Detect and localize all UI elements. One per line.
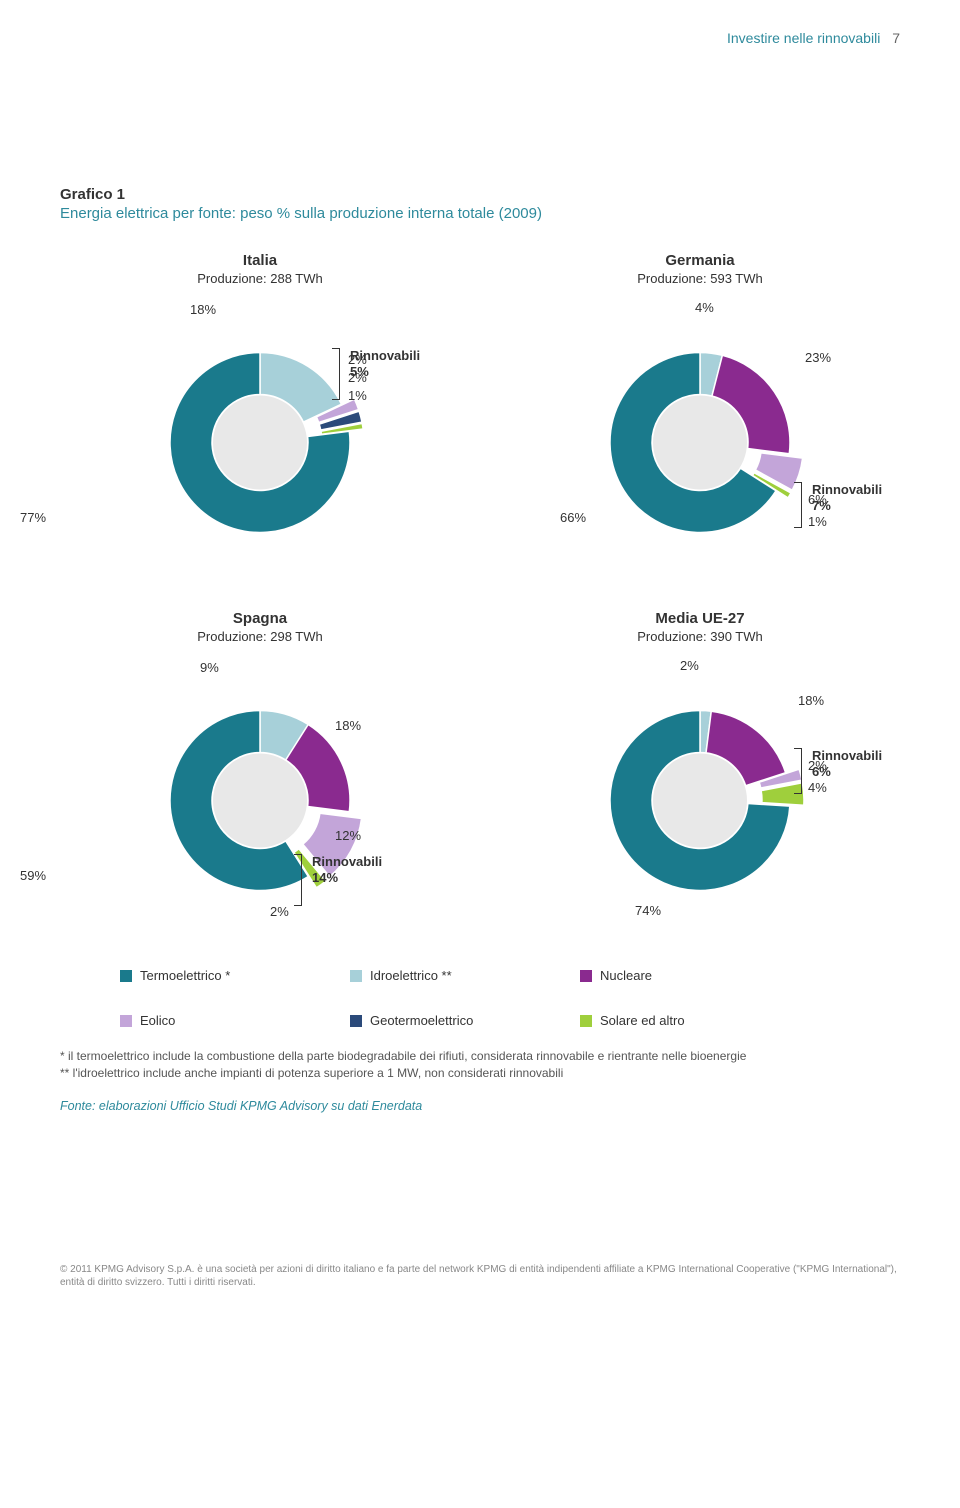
rinnovabili-label: Rinnovabili7% — [812, 482, 882, 513]
rinnovabili-title: Rinnovabili — [312, 854, 382, 870]
legend-label: Solare ed altro — [600, 1013, 685, 1028]
rinnovabili-value: 7% — [812, 498, 882, 514]
legend-label: Eolico — [140, 1013, 175, 1028]
slice-label: 66% — [560, 510, 586, 525]
legend-label: Termoelettrico * — [140, 968, 230, 983]
donut-chart — [592, 335, 808, 551]
graph-subtitle: Energia elettrica per fonte: peso % sull… — [60, 205, 900, 222]
legend-item: Eolico — [120, 1013, 290, 1028]
rinnovabili-value: 5% — [350, 364, 420, 380]
chart-title: Media UE-27 — [500, 610, 900, 627]
header-title: Investire nelle rinnovabili — [727, 30, 880, 46]
running-header: Investire nelle rinnovabili 7 — [60, 30, 900, 46]
rinnovabili-value: 6% — [812, 764, 882, 780]
donut-wrap — [592, 335, 808, 554]
donut-chart — [592, 693, 808, 909]
rinnovabili-title: Rinnovabili — [812, 748, 882, 764]
legend-item: Nucleare — [580, 968, 750, 983]
slice-label: 1% — [348, 388, 367, 403]
donut-hole — [213, 754, 307, 848]
legend-label: Geotermoelettrico — [370, 1013, 473, 1028]
legend-label: Idroelettrico ** — [370, 968, 452, 983]
chart-subtitle: Produzione: 390 TWh — [500, 629, 900, 644]
donut-hole — [213, 396, 307, 490]
legend-item: Idroelettrico ** — [350, 968, 520, 983]
bracket-icon — [794, 748, 802, 794]
bracket-icon — [794, 482, 802, 528]
rinnovabili-label: Rinnovabili14% — [312, 854, 382, 885]
chart-ue27: Media UE-27 Produzione: 390 TWh 74% 2% 18%… — [500, 610, 900, 928]
legend: Termoelettrico * Idroelettrico ** Nucleare… — [120, 968, 900, 1028]
slice-label: 4% — [695, 300, 714, 315]
legend-item: Geotermoelettrico — [350, 1013, 520, 1028]
chart-germania: Germania Produzione: 593 TWh 66%4%23%6%1… — [500, 252, 900, 570]
legend-item: Solare ed altro — [580, 1013, 750, 1028]
legend-swatch — [350, 1015, 362, 1027]
slice-label: 12% — [335, 828, 361, 843]
chart-subtitle: Produzione: 298 TWh — [60, 629, 460, 644]
slice-label: 18% — [335, 718, 361, 733]
donut-wrap — [592, 693, 808, 912]
legend-swatch — [580, 1015, 592, 1027]
chart-italia: Italia Produzione: 288 TWh 77%18%2%2%1%R… — [60, 252, 460, 570]
chart-subtitle: Produzione: 288 TWh — [60, 271, 460, 286]
footnote-2: ** l'idroelettrico include anche impiant… — [60, 1065, 900, 1082]
legend-swatch — [120, 970, 132, 982]
donut-hole — [653, 754, 747, 848]
legend-swatch — [350, 970, 362, 982]
legend-swatch — [580, 970, 592, 982]
slice-label: 59% — [20, 868, 46, 883]
slice-label: 1% — [808, 514, 827, 529]
chart-title: Italia — [60, 252, 460, 269]
slice-label: 2% — [680, 658, 699, 673]
rinnovabili-label: Rinnovabili5% — [350, 348, 420, 379]
graph-label: Grafico 1 — [60, 186, 900, 203]
rinnovabili-value: 14% — [312, 870, 382, 886]
footnote-1: * il termoelettrico include la combustio… — [60, 1048, 900, 1065]
legend-swatch — [120, 1015, 132, 1027]
bracket-icon — [332, 348, 340, 400]
bracket-icon — [294, 854, 302, 906]
slice-label: 77% — [20, 510, 46, 525]
rinnovabili-label: Rinnovabili6% — [812, 748, 882, 779]
slice-label: 2% — [270, 904, 289, 919]
chart-subtitle: Produzione: 593 TWh — [500, 271, 900, 286]
slice-label: 4% — [808, 780, 827, 795]
slice-label: 23% — [805, 350, 831, 365]
chart-title: Spagna — [60, 610, 460, 627]
slice-label: 74% — [635, 903, 661, 918]
legend-label: Nucleare — [600, 968, 652, 983]
legend-item: Termoelettrico * — [120, 968, 290, 983]
footnotes: * il termoelettrico include la combustio… — [60, 1048, 900, 1083]
chart-spagna: Spagna Produzione: 298 TWh 59%9%18%12%2%… — [60, 610, 460, 928]
slice-label: 9% — [200, 660, 219, 675]
page-number: 7 — [892, 30, 900, 46]
slice-label: 18% — [798, 693, 824, 708]
rinnovabili-title: Rinnovabili — [350, 348, 420, 364]
source-line: Fonte: elaborazioni Ufficio Studi KPMG A… — [60, 1099, 900, 1113]
donut-hole — [653, 396, 747, 490]
chart-title: Germania — [500, 252, 900, 269]
slice-label: 18% — [190, 302, 216, 317]
rinnovabili-title: Rinnovabili — [812, 482, 882, 498]
copyright: © 2011 KPMG Advisory S.p.A. è una societ… — [60, 1263, 900, 1289]
